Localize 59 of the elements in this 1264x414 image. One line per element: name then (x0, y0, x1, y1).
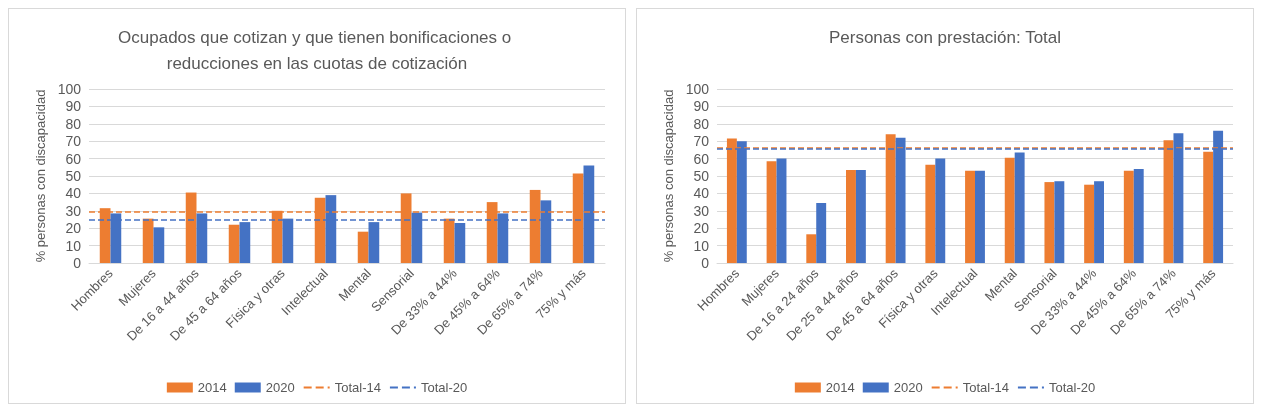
bar (846, 169, 856, 263)
legend-label: Total-14 (962, 380, 1009, 395)
legend-label: 2020 (893, 380, 923, 395)
y-tick-label: 50 (693, 168, 710, 184)
y-tick-label: 80 (693, 115, 710, 132)
bar (855, 169, 866, 263)
y-tick-label: 40 (65, 185, 82, 202)
bar (1044, 182, 1055, 263)
chart-title: Ocupados que cotizan y que tienen bonificaciones o reducciones en las cuotas de cotización (118, 27, 516, 73)
y-tick-label: 60 (693, 150, 710, 167)
y-tick-label: 100 (57, 81, 82, 97)
bar (1094, 181, 1104, 263)
y-axis-title: % personas con discapacidad (660, 89, 676, 263)
legend-label: Total-20 (420, 380, 468, 395)
bar (153, 227, 165, 263)
bar (1004, 157, 1015, 263)
bar (975, 170, 985, 263)
legend-label: Total-20 (1048, 380, 1096, 395)
y-tick-label: 60 (65, 150, 82, 167)
bar (806, 234, 817, 263)
y-tick-label: 40 (693, 185, 710, 202)
legend-label: 2014 (825, 380, 855, 395)
y-tick-label: 30 (693, 202, 710, 219)
bar (1084, 184, 1095, 263)
bar (454, 222, 466, 263)
y-tick-label: 0 (701, 255, 710, 271)
y-tick-label: 70 (65, 133, 82, 150)
legend-label: 2014 (197, 380, 227, 395)
bar (443, 218, 455, 263)
y-tick-label: 30 (65, 202, 82, 219)
y-tick-label: 70 (693, 133, 710, 150)
bar (965, 170, 975, 263)
y-tick-label: 80 (65, 115, 82, 132)
bar (1203, 151, 1214, 263)
y-tick-label: 0 (73, 255, 82, 271)
bar (816, 202, 827, 263)
legend-label: Total-14 (334, 380, 381, 395)
chart-title: Personas con prestación: Total (828, 27, 1062, 47)
y-tick-label: 50 (65, 168, 82, 184)
y-tick-label: 90 (693, 98, 710, 115)
y-tick-label: 90 (65, 98, 82, 115)
y-tick-label: 20 (65, 220, 82, 237)
bar (228, 224, 240, 263)
y-tick-label: 20 (693, 220, 710, 237)
bar (1054, 181, 1065, 263)
bar (925, 164, 936, 263)
bar (1014, 152, 1025, 263)
bar (776, 158, 787, 263)
y-tick-label: 10 (65, 237, 82, 254)
bar (357, 231, 369, 263)
bar (142, 218, 154, 263)
bar (766, 161, 777, 263)
y-tick-label: 10 (693, 237, 710, 254)
y-tick-label: 100 (685, 81, 710, 97)
y-axis-title: % personas con discapacidad (32, 89, 48, 263)
bar (1123, 170, 1134, 263)
bar (935, 158, 946, 263)
legend-label: 2020 (265, 380, 295, 395)
bar (1133, 169, 1144, 263)
